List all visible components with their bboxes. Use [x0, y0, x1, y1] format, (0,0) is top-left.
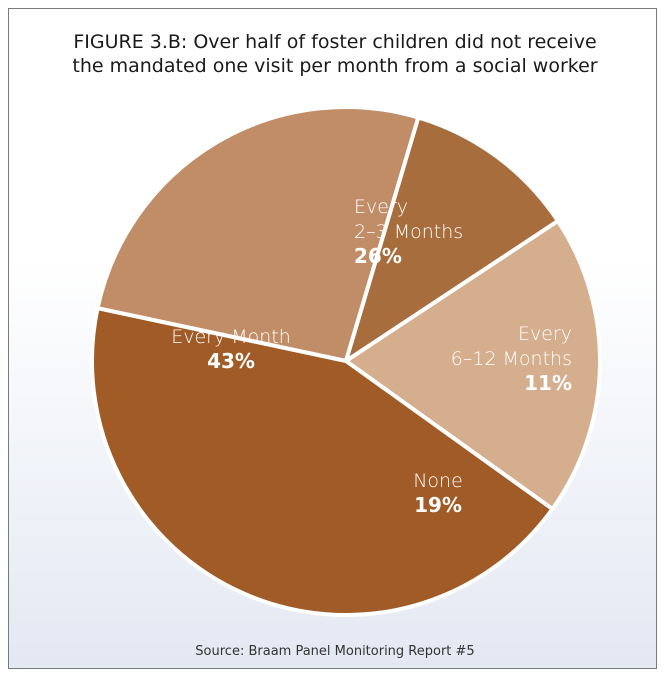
source-note: Source: Braam Panel Monitoring Report #5: [195, 644, 475, 659]
chart-title-line-1: FIGURE 3.B: Over half of foster children…: [73, 31, 597, 53]
slice-category-label: Every: [354, 196, 408, 218]
slice-category-label: Every: [518, 323, 572, 345]
chart-title-line-2: the mandated one visit per month from a …: [72, 55, 598, 77]
slice-category-label: 6–12 Months: [451, 348, 572, 370]
slice-category-label: Every Month: [171, 326, 291, 348]
slice-value-label: 43%: [207, 349, 255, 373]
slice-value-label: 26%: [354, 244, 402, 268]
slice-value-label: 19%: [414, 493, 462, 517]
chart-title: FIGURE 3.B: Over half of foster children…: [0, 30, 670, 78]
pie-slice: [344, 115, 560, 363]
slice-category-label: 2–3 Months: [354, 221, 463, 243]
slice-category-label: None: [413, 470, 463, 492]
pie-slice: [95, 105, 421, 363]
pie-slice: [90, 306, 555, 617]
pie-slice: [344, 218, 602, 511]
slice-value-label: 11%: [524, 371, 572, 395]
